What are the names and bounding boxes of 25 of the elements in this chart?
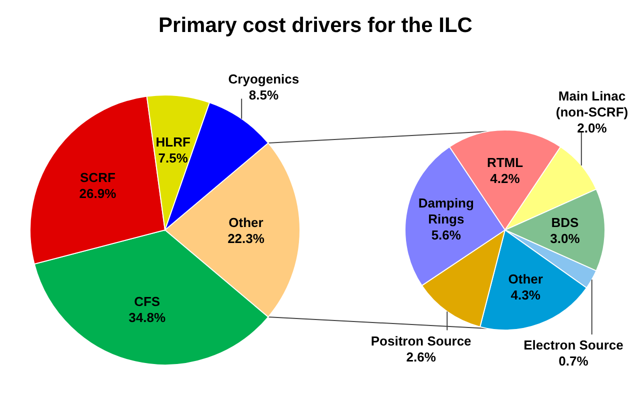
slice-label: Damping Rings xyxy=(418,195,474,226)
slice-label: RTML xyxy=(486,155,524,170)
data-label: 8.5% xyxy=(248,88,279,103)
data-label: 34.8% xyxy=(128,310,166,325)
data-label: 5.6% xyxy=(431,227,462,242)
data-label: 2.0% xyxy=(577,120,608,136)
data-label: 3.0% xyxy=(550,231,580,246)
data-label: 4.2% xyxy=(490,171,520,186)
slice-label: Electron Source xyxy=(524,338,624,352)
slice-label: SCRF xyxy=(80,170,116,185)
slice-label: CFS xyxy=(134,294,160,309)
data-label: 7.5% xyxy=(158,150,188,166)
slice-label: Other xyxy=(508,271,543,286)
slice-label: HLRF xyxy=(156,134,191,150)
data-label: 26.9% xyxy=(79,186,117,201)
slice-label: Other xyxy=(228,215,264,230)
data-label: 22.3% xyxy=(228,231,265,246)
slice-label: BDS xyxy=(551,215,580,230)
data-label: 0.7% xyxy=(558,354,589,368)
slice-label: Main Linac (non-SCRF) xyxy=(556,88,628,120)
slice-label: Cryogenics xyxy=(228,72,300,87)
chart-title: Primary cost drivers for the ILC xyxy=(158,14,474,38)
data-label: 2.6% xyxy=(406,349,436,364)
slice-label: Positron Source xyxy=(370,333,472,348)
data-label: 4.3% xyxy=(510,287,541,302)
